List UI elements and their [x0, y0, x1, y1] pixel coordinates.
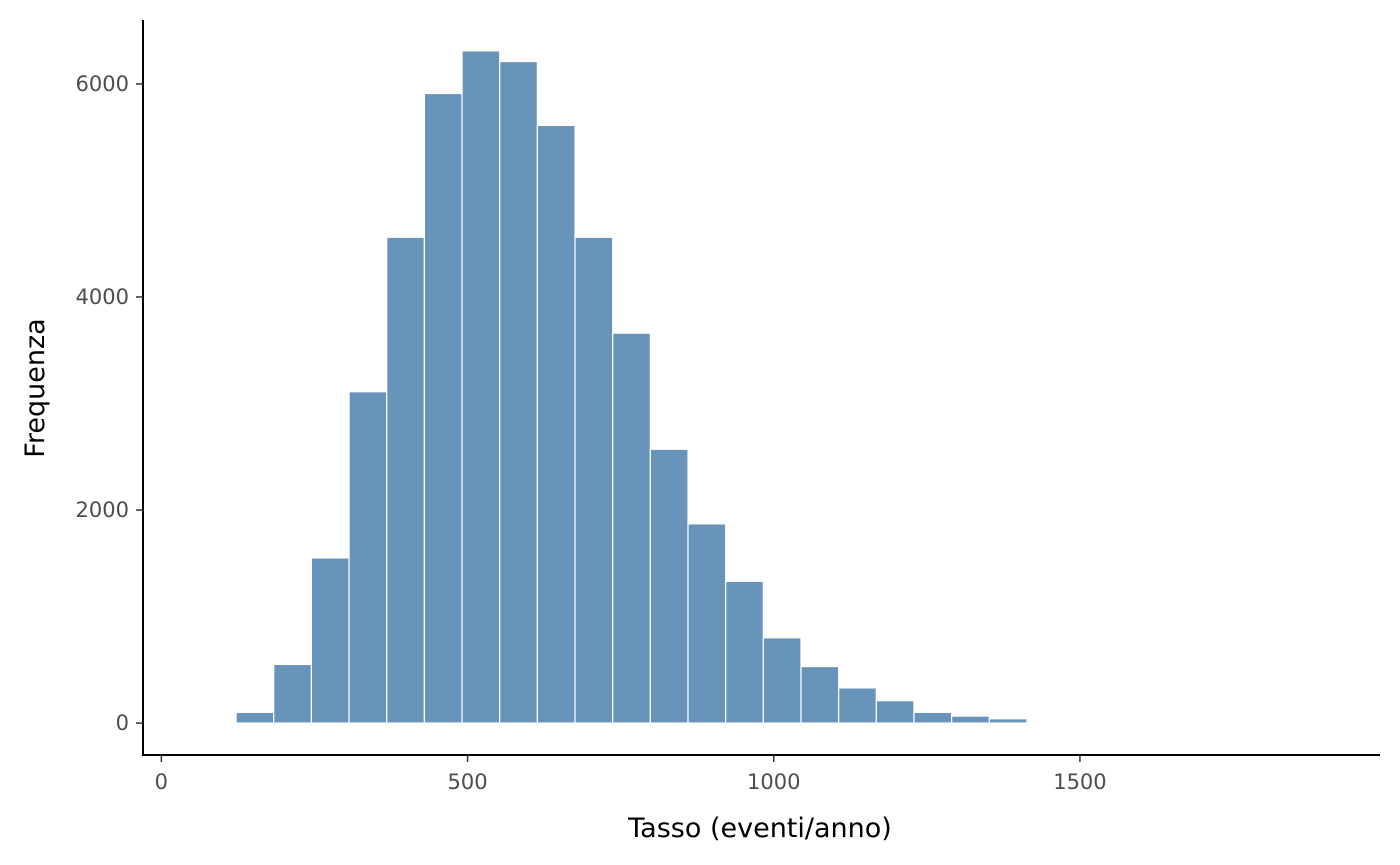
x-tick-label: 1500: [1053, 770, 1106, 794]
histogram-bar: [687, 523, 727, 724]
histogram-bar: [875, 700, 915, 724]
y-tick-label: 4000: [76, 285, 129, 309]
histogram-bar: [612, 332, 651, 724]
histogram-bar: [762, 637, 802, 724]
histogram-bar: [461, 50, 501, 724]
histogram-bar: [423, 92, 463, 724]
histogram-bar: [273, 663, 313, 724]
y-axis-ticks: 0 2000 4000 6000: [76, 72, 143, 735]
y-tick-label: 0: [116, 711, 129, 735]
histogram-bar: [348, 391, 388, 724]
histogram-bar: [310, 557, 350, 724]
histogram-bar: [988, 718, 1028, 724]
x-tick-label: 1000: [747, 770, 800, 794]
x-axis-title: Tasso (eventi/anno): [627, 813, 892, 844]
x-axis-ticks: 0 500 1000 1500: [155, 755, 1107, 794]
histogram-bar: [913, 711, 953, 724]
y-tick-label: 6000: [76, 72, 129, 96]
histogram-bar: [235, 711, 275, 724]
histogram-bar: [800, 665, 840, 724]
histogram-bar: [725, 580, 764, 724]
histogram-bar: [499, 60, 538, 724]
bars-group: [235, 50, 1066, 724]
histogram-bar: [574, 236, 614, 724]
histogram-bar: [536, 124, 576, 724]
x-tick-label: 500: [448, 770, 488, 794]
y-axis-title: Frequenza: [20, 318, 51, 457]
histogram-bar: [1026, 721, 1066, 724]
histogram-bar: [649, 448, 689, 724]
histogram-bar: [838, 687, 877, 724]
histogram-bar: [386, 236, 425, 724]
histogram-bar: [951, 715, 990, 724]
y-tick-label: 2000: [76, 498, 129, 522]
x-tick-label: 0: [155, 770, 168, 794]
